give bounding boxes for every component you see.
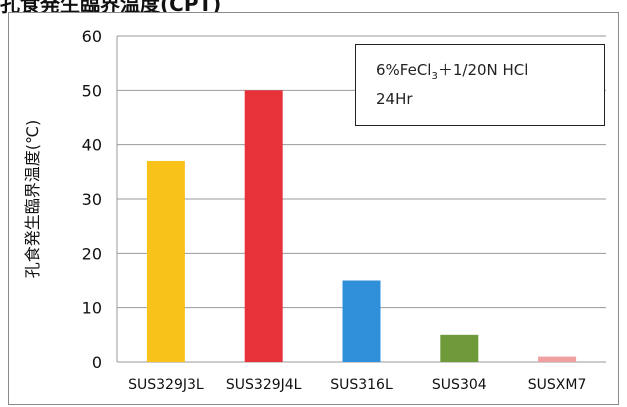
bars (146, 90, 577, 362)
bar-sus329j4l (244, 90, 283, 362)
bar-sus304 (440, 334, 479, 362)
y-tick-label: 20 (82, 244, 102, 263)
x-tick-label: SUS329J4L (226, 377, 302, 393)
y-axis-label: 孔食発生臨界温度(℃) (23, 120, 42, 278)
y-tick-label: 50 (82, 81, 102, 100)
x-tick-label: SUSXM7 (528, 377, 587, 393)
condition-annotation-box: 6%FeCl3＋1/20N HCl 24Hr (355, 44, 605, 126)
y-tick-label: 30 (82, 190, 102, 209)
y-tick-label: 40 (82, 136, 102, 155)
y-tick-label: 0 (92, 353, 102, 372)
bar-susxm7 (538, 356, 577, 362)
x-tick-label: SUS316L (330, 377, 393, 393)
bar-sus329j3l (146, 160, 185, 362)
x-tick-label: SUS329J3L (128, 377, 204, 393)
bar-sus316l (342, 280, 381, 362)
annotation-line-1-suffix: ＋1/20N HCl (437, 61, 529, 79)
x-tick-label: SUS304 (432, 377, 487, 393)
annotation-line-1-subscript: 3 (431, 71, 438, 82)
y-tick-label: 60 (82, 27, 102, 46)
annotation-line-1-prefix: 6%FeCl (376, 61, 432, 79)
axes: 0 10 20 30 40 50 60 SUS329J3L SUS329J4L SUS316L SU… (82, 27, 587, 393)
annotation-line-1: 6%FeCl3＋1/20N HCl (376, 59, 604, 88)
y-tick-label: 10 (82, 299, 102, 318)
annotation-line-2: 24Hr (376, 90, 413, 108)
